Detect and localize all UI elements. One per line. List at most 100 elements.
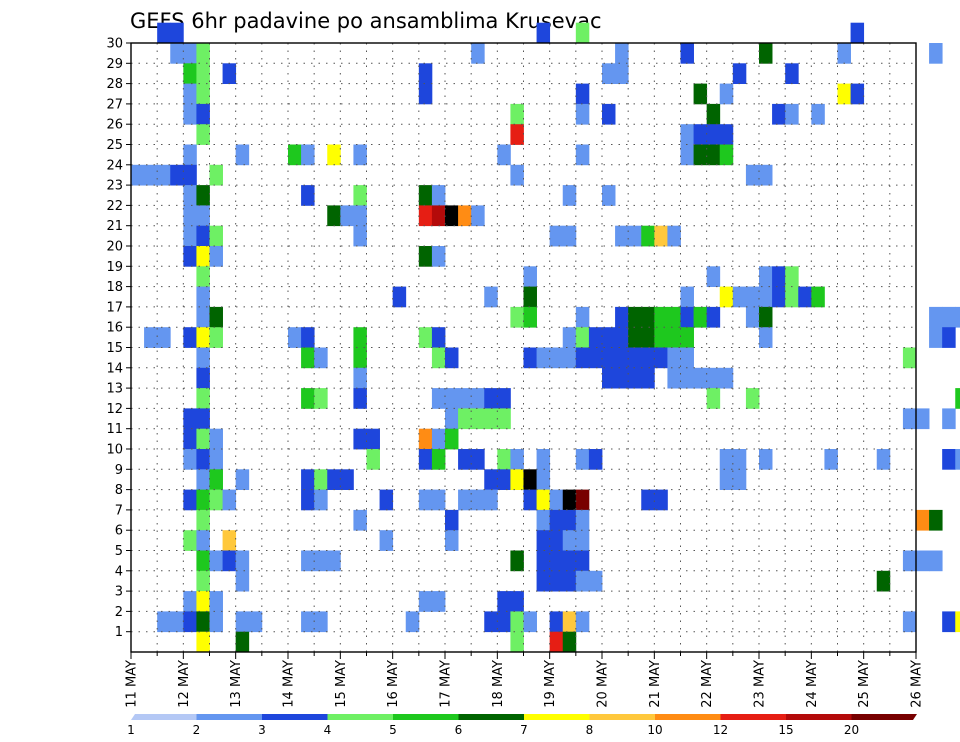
y-tick-label: 16 <box>106 321 123 336</box>
y-tick-label: 27 <box>106 97 123 112</box>
heatmap-cell <box>196 246 210 267</box>
heatmap-cell <box>575 103 590 125</box>
y-tick-label: 30 <box>106 37 123 52</box>
heatmap-cell <box>209 327 223 348</box>
heatmap-cell <box>209 550 223 572</box>
heatmap-cell <box>562 631 577 653</box>
heatmap-cell <box>222 63 237 84</box>
heatmap-cell <box>628 327 642 348</box>
y-tick-label: 18 <box>106 280 123 295</box>
heatmap-cell <box>772 286 786 308</box>
heatmap-cell <box>706 388 721 409</box>
y-tick-label: 8 <box>115 483 123 498</box>
heatmap-cell <box>602 347 616 369</box>
heatmap-cell <box>471 449 485 470</box>
heatmap-cell <box>759 306 773 328</box>
heatmap-cell <box>523 469 537 490</box>
heatmap-cell <box>196 611 210 633</box>
x-tick-label: 26 MAY <box>910 660 925 708</box>
y-tick-label: 2 <box>115 605 123 620</box>
heatmap-cell <box>418 449 433 470</box>
heatmap-cell <box>196 591 210 612</box>
colorbar-swatch <box>851 714 917 720</box>
heatmap-cell <box>196 428 210 450</box>
heatmap-cell <box>431 347 446 369</box>
heatmap-cell <box>523 347 537 369</box>
x-tick-label: 17 MAY <box>439 660 454 708</box>
heatmap-cell <box>602 367 616 389</box>
heatmap-cell <box>170 43 184 64</box>
heatmap-cell <box>510 591 524 612</box>
heatmap-cell <box>248 611 263 633</box>
heatmap-cell <box>798 286 812 308</box>
heatmap-cell <box>484 408 498 430</box>
heatmap-cell <box>418 83 433 105</box>
heatmap-cell <box>706 367 721 389</box>
heatmap-cell <box>314 489 328 511</box>
heatmap-cell <box>510 550 524 572</box>
heatmap-cell <box>196 83 210 105</box>
heatmap-cell <box>418 205 433 227</box>
heatmap-cell <box>628 347 642 369</box>
heatmap-cell <box>549 611 564 633</box>
heatmap-cell <box>314 388 328 409</box>
heatmap-cell <box>379 530 394 551</box>
heatmap-cell <box>759 327 773 348</box>
heatmap-cell <box>549 530 564 551</box>
heatmap-cell <box>902 611 917 633</box>
heatmap-cell <box>824 449 838 470</box>
heatmap-cell <box>575 611 590 633</box>
colorbar-legend: 1 2 3 4 5 6 7 8 10 12 15 20 <box>127 714 917 737</box>
heatmap-cell <box>353 144 367 166</box>
heatmap-cell <box>719 286 734 308</box>
heatmap-cell <box>183 591 197 612</box>
x-tick-label: 25 MAY <box>857 660 872 708</box>
heatmap-cell <box>549 631 564 653</box>
chart-title: GEFS 6hr padavine po ansamblima Krusevac <box>130 9 602 33</box>
heatmap-cell <box>157 22 171 44</box>
heatmap-cell <box>667 327 681 348</box>
heatmap-cell <box>222 489 237 511</box>
x-tick-label: 12 MAY <box>177 660 192 708</box>
heatmap-cell <box>510 306 524 328</box>
colorbar-swatch <box>327 714 393 720</box>
heatmap-cell <box>693 306 708 328</box>
heatmap-cell <box>445 428 459 450</box>
heatmap-cell <box>562 225 577 247</box>
heatmap-cell <box>418 185 433 206</box>
heatmap-cell <box>235 611 250 633</box>
heatmap-cell <box>183 225 197 247</box>
y-tick-label: 4 <box>115 564 123 579</box>
heatmap-cell <box>693 367 708 389</box>
heatmap-cell <box>196 43 210 64</box>
heatmap-cell <box>902 550 917 572</box>
heatmap-cell <box>562 570 577 592</box>
colorbar-label: 4 <box>324 723 332 737</box>
heatmap-cell <box>497 591 511 612</box>
heatmap-cell <box>745 286 760 308</box>
heatmap-cell <box>418 428 433 450</box>
heatmap-cell <box>222 550 237 572</box>
heatmap-cell <box>536 570 551 592</box>
heatmap-cell <box>575 570 590 592</box>
heatmap-cell <box>785 103 799 125</box>
heatmap-cell <box>183 327 197 348</box>
heatmap-cell <box>196 469 210 490</box>
heatmap-cell <box>196 185 210 206</box>
heatmap-cell <box>301 144 315 166</box>
heatmap-cell <box>418 489 433 511</box>
heatmap-cell <box>314 611 328 633</box>
heatmap-cell <box>209 489 223 511</box>
heatmap-cell <box>510 124 524 145</box>
heatmap-cell <box>235 469 250 490</box>
heatmap-cell <box>811 286 825 308</box>
x-axis: 11 MAY 12 MAY 13 MAY 14 MAY 15 MAY 16 MAY 17 M… <box>125 652 925 708</box>
x-tick-label: 13 MAY <box>229 660 244 708</box>
heatmap-cell <box>183 43 197 64</box>
heatmap-cell <box>837 43 851 64</box>
colorbar-label: 12 <box>713 723 728 737</box>
heatmap-cell <box>536 509 551 531</box>
y-tick-label: 15 <box>106 341 123 356</box>
colorbar-label: 15 <box>778 723 793 737</box>
heatmap-cell <box>693 144 708 166</box>
